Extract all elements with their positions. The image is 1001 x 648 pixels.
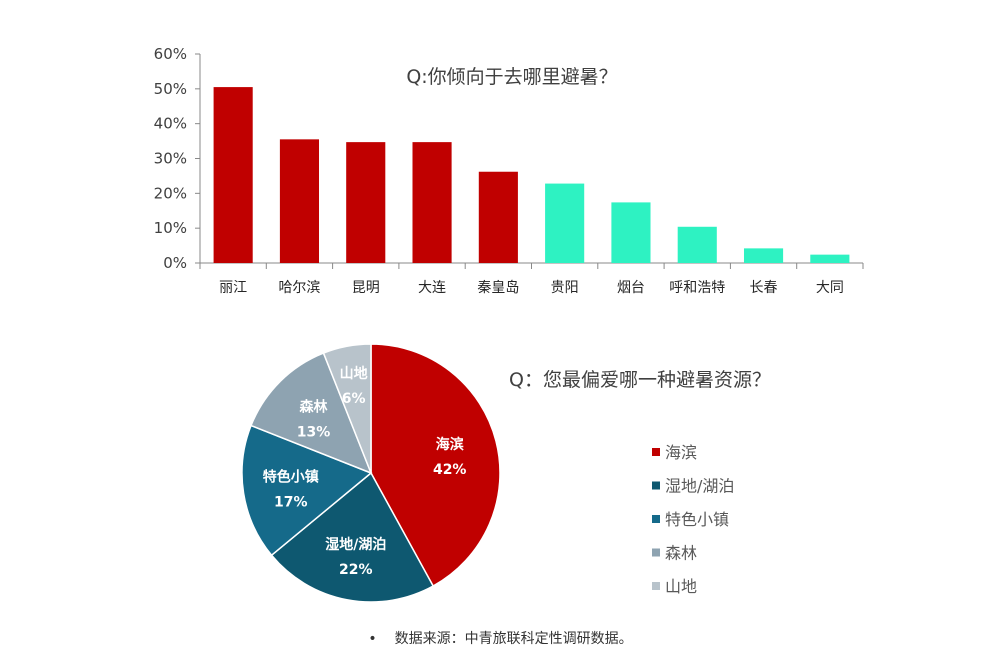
legend-label: 海滨	[665, 443, 697, 462]
x-tick-label: 贵阳	[551, 280, 579, 296]
pie-chart-title: Q：您最偏爱哪一种避暑资源？	[509, 369, 771, 391]
slice-value-label: 6%	[342, 391, 366, 407]
slice-label: 山地	[340, 365, 368, 382]
bar	[478, 171, 518, 263]
source-note: • 数据来源：中青旅联科定性调研数据。	[0, 628, 1001, 648]
x-tick-label: 大连	[418, 280, 446, 296]
legend-label: 山地	[665, 577, 697, 596]
x-tick-label: 呼和浩特	[669, 280, 725, 296]
slice-value-label: 13%	[297, 425, 331, 441]
bar	[545, 183, 585, 263]
y-tick-label: 10%	[154, 219, 187, 237]
pie-slice	[322, 343, 372, 474]
slice-label: 海滨	[436, 436, 464, 453]
x-tick-label: 大同	[816, 280, 844, 296]
bar	[743, 248, 784, 263]
slice-label: 湿地/湖泊	[325, 536, 386, 553]
legend-swatch	[652, 448, 660, 456]
bar	[213, 87, 253, 263]
x-tick-label: 哈尔滨	[278, 280, 320, 296]
bar	[677, 226, 717, 263]
y-tick-label: 60%	[154, 45, 187, 63]
y-tick-label: 40%	[154, 115, 187, 133]
bullet: •	[368, 631, 377, 647]
pie-chart: 海滨 42% 湿地/湖泊 22% 特色小镇 17% 森林 13% 山地 6%	[241, 343, 501, 603]
legend-swatch	[652, 481, 660, 490]
x-tick-label: 秦皇岛	[477, 280, 519, 296]
x-tick-label: 丽江	[219, 280, 247, 296]
pie-slice	[370, 343, 501, 588]
slice-value-label: 17%	[274, 495, 308, 511]
pie-slice	[241, 424, 373, 557]
pie-slice	[250, 352, 373, 475]
source-text: 数据来源：中青旅联科定性调研数据。	[394, 631, 633, 647]
bar	[810, 254, 850, 263]
y-tick-label: 50%	[154, 80, 187, 98]
legend-swatch	[652, 582, 660, 590]
slice-value-label: 42%	[433, 462, 467, 478]
x-tick-label: 长春	[750, 280, 778, 296]
slice-value-label: 22%	[339, 562, 373, 578]
legend-swatch	[652, 548, 660, 557]
y-tick-label: 0%	[163, 254, 187, 272]
legend-label: 特色小镇	[665, 510, 729, 529]
pie-slice	[270, 471, 435, 603]
legend-label: 湿地/湖泊	[665, 477, 734, 496]
bar-chart-title: Q:你倾向于去哪里避暑？	[406, 66, 617, 88]
y-tick-label: 20%	[154, 184, 187, 202]
bar	[611, 202, 651, 263]
legend-label: 森林	[665, 544, 697, 563]
legend-swatch	[652, 515, 660, 523]
slice-label: 森林	[300, 399, 328, 416]
y-tick-label: 30%	[154, 150, 187, 168]
bar	[412, 142, 452, 263]
x-tick-label: 昆明	[352, 280, 380, 296]
bar-chart: 0% 10% 20% 30% 40% 50% 60% 丽江 哈尔滨 昆明 大连 秦皇岛 贵阳 烟台 呼和浩特…	[154, 45, 864, 296]
bar	[279, 139, 320, 263]
x-tick-label: 烟台	[617, 280, 645, 296]
bar	[346, 142, 386, 263]
slice-label: 特色小镇	[263, 469, 319, 486]
